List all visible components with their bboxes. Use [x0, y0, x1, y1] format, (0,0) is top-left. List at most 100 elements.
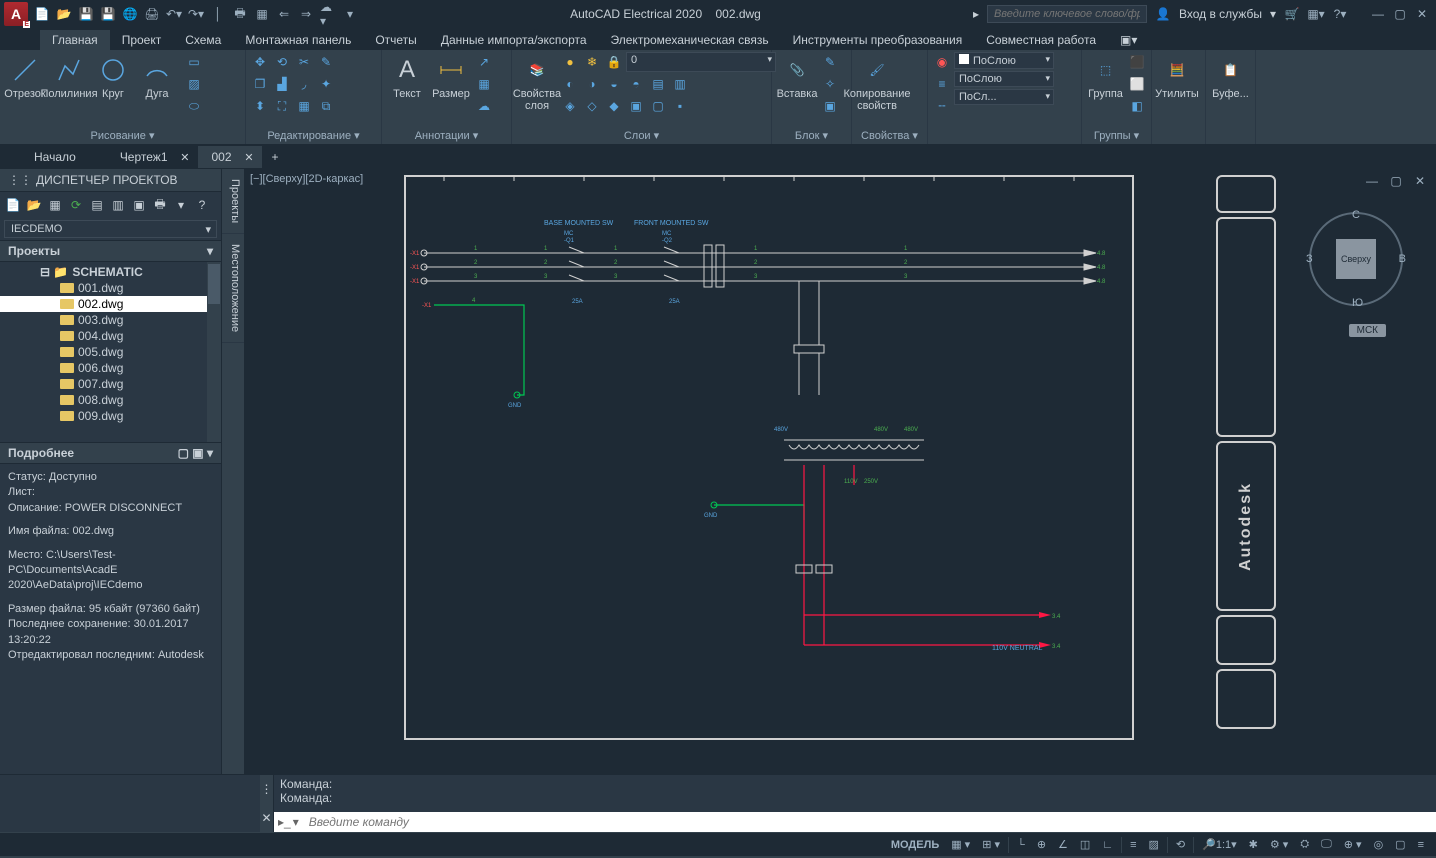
tree-file[interactable]: 009.dwg — [0, 408, 221, 424]
print-icon[interactable]: 🖶 — [232, 6, 248, 22]
circle-button[interactable]: Круг — [92, 52, 134, 102]
details-header[interactable]: Подробнее▢ ▣ ▾ — [0, 442, 221, 464]
saveas-icon[interactable]: 💾 — [100, 6, 116, 22]
proj-c-icon[interactable]: ▣ — [130, 196, 148, 214]
tab-convert[interactable]: Инструменты преобразования — [781, 30, 975, 50]
units-button[interactable]: ⊕ ▾ — [1340, 836, 1366, 853]
search-arrow-icon[interactable]: ▸ — [973, 7, 979, 21]
proj-e-icon[interactable]: ? — [193, 196, 211, 214]
lw-icon[interactable]: ≡ — [932, 74, 952, 94]
panel-label-layers[interactable]: Слои ▾ — [516, 127, 767, 144]
ungroup-icon[interactable]: ⬛ — [1127, 52, 1147, 72]
projects-header[interactable]: Проекты▾ — [0, 240, 221, 262]
tab-reports[interactable]: Отчеты — [363, 30, 428, 50]
tree-scrollbar[interactable] — [207, 262, 221, 442]
plot-icon[interactable]: 🖨 — [144, 6, 160, 22]
block-def-icon[interactable]: ▣ — [820, 96, 840, 116]
block-edit-icon[interactable]: ✎ — [820, 52, 840, 72]
tab-project[interactable]: Проект — [110, 30, 174, 50]
tree-file[interactable]: 007.dwg — [0, 376, 221, 392]
hatch-icon[interactable]: ▨ — [184, 74, 204, 94]
layer-c-icon[interactable]: ◆ — [604, 96, 624, 116]
nav-east[interactable]: В — [1399, 253, 1406, 265]
layer-match-icon[interactable]: ◓ — [626, 74, 646, 94]
hardware-button[interactable]: ◎ — [1370, 836, 1388, 853]
layer-off-icon[interactable]: ◑ — [582, 74, 602, 94]
layer-b-icon[interactable]: ◇ — [582, 96, 602, 116]
signin-dropdown[interactable]: ▾ — [1270, 7, 1276, 21]
account-icon[interactable]: 👤 — [1155, 6, 1171, 22]
group-sel-icon[interactable]: ◧ — [1127, 96, 1147, 116]
snap-button[interactable]: ⊞ ▾ — [978, 836, 1004, 853]
lt-icon[interactable]: ╌ — [932, 96, 952, 116]
next-icon[interactable]: ⇒ — [298, 6, 314, 22]
side-tab-location[interactable]: Местоположение — [222, 234, 244, 343]
panel-label-draw[interactable]: Рисование ▾ — [4, 127, 241, 144]
doc-maximize[interactable]: ▢ — [1386, 171, 1406, 191]
mirror-icon[interactable]: ▟ — [272, 74, 292, 94]
match-props-button[interactable]: 🖌Копирование свойств — [856, 52, 898, 114]
tab-collab[interactable]: Совместная работа — [974, 30, 1108, 50]
layer-f-icon[interactable]: ▪ — [670, 96, 690, 116]
otrack-button[interactable]: ∟ — [1098, 837, 1117, 853]
transparency-button[interactable]: ▨ — [1145, 836, 1163, 853]
rotate-icon[interactable]: ⟲ — [272, 52, 292, 72]
command-handle[interactable]: ⋮✕ — [260, 775, 274, 832]
signin-link[interactable]: Вход в службы — [1179, 7, 1262, 21]
color-combo[interactable]: ПоСлою — [954, 52, 1054, 69]
layer-state-icon[interactable]: ▥ — [670, 74, 690, 94]
tree-file[interactable]: 006.dwg — [0, 360, 221, 376]
maximize-button[interactable]: ▢ — [1390, 4, 1410, 24]
layout-icon[interactable]: ▦ — [254, 6, 270, 22]
lineweight-button[interactable]: ≡ — [1126, 837, 1140, 853]
panel-label-props2[interactable] — [932, 128, 1077, 144]
panel-label-props[interactable]: Свойства ▾ — [856, 127, 923, 144]
help-icon[interactable]: ?▾ — [1332, 6, 1348, 22]
close-icon[interactable]: ✕ — [180, 151, 189, 164]
polyline-button[interactable]: Полилиния — [48, 52, 90, 102]
save-icon[interactable]: 💾 — [78, 6, 94, 22]
prev-icon[interactable]: ⇐ — [276, 6, 292, 22]
tree-file-selected[interactable]: 002.dwg — [0, 296, 221, 312]
command-input[interactable] — [303, 812, 1436, 832]
utilities-button[interactable]: 🧮Утилиты — [1156, 52, 1198, 102]
refresh-icon[interactable]: ▦ — [46, 196, 64, 214]
tree-file[interactable]: 003.dwg — [0, 312, 221, 328]
trim-icon[interactable]: ✂ — [294, 52, 314, 72]
clipboard-button[interactable]: 📋Буфе... — [1210, 52, 1251, 102]
new-project-icon[interactable]: 📄 — [4, 196, 22, 214]
tree-folder[interactable]: ⊟ 📁 SCHEMATIC — [0, 264, 221, 280]
qat-dropdown-icon[interactable]: ▾ — [342, 6, 358, 22]
leader-icon[interactable]: ↗ — [474, 52, 494, 72]
rect-icon[interactable]: ▭ — [184, 52, 204, 72]
nav-south[interactable]: Ю — [1352, 297, 1363, 309]
offset-icon[interactable]: ⧉ — [316, 96, 336, 116]
proj-d-icon[interactable]: 🖶 — [151, 196, 169, 214]
grid-button[interactable]: ▦ ▾ — [947, 836, 974, 853]
close-icon[interactable]: ✕ — [244, 151, 253, 164]
table-icon[interactable]: ▦ — [474, 74, 494, 94]
view-cube[interactable]: Сверху С Ю В З — [1306, 209, 1406, 309]
erase-icon[interactable]: ✎ — [316, 52, 336, 72]
stretch-icon[interactable]: ⬍ — [250, 96, 270, 116]
side-tab-projects[interactable]: Проекты — [222, 169, 244, 234]
layer-combo[interactable]: 0 — [626, 52, 776, 72]
array-icon[interactable]: ▦ — [294, 96, 314, 116]
drawing-canvas[interactable]: [−][Сверху][2D-каркас] — ▢ ✕ — [244, 169, 1436, 774]
close-button[interactable]: ✕ — [1412, 4, 1432, 24]
tab-electromech[interactable]: Электромеханическая связь — [599, 30, 781, 50]
fillet-icon[interactable]: ◞ — [294, 74, 314, 94]
panel-label-annot[interactable]: Аннотации ▾ — [386, 127, 507, 144]
layer-iso-icon[interactable]: ◐ — [560, 74, 580, 94]
proj-b-icon[interactable]: ▥ — [109, 196, 127, 214]
ortho-button[interactable]: └ — [1013, 837, 1029, 853]
clean-button[interactable]: ▢ — [1391, 836, 1409, 853]
undo-icon[interactable]: ↶▾ — [166, 6, 182, 22]
panel-label-groups[interactable]: Группы ▾ — [1086, 127, 1147, 144]
panel-label-edit[interactable]: Редактирование ▾ — [250, 127, 377, 144]
proj-help-icon[interactable]: ▾ — [172, 196, 190, 214]
cart-icon[interactable]: 🛒 — [1284, 6, 1300, 22]
annotation-button[interactable]: ✱ — [1245, 836, 1262, 853]
panel-label-block[interactable]: Блок ▾ — [776, 127, 847, 144]
arc-button[interactable]: Дуга — [136, 52, 178, 102]
